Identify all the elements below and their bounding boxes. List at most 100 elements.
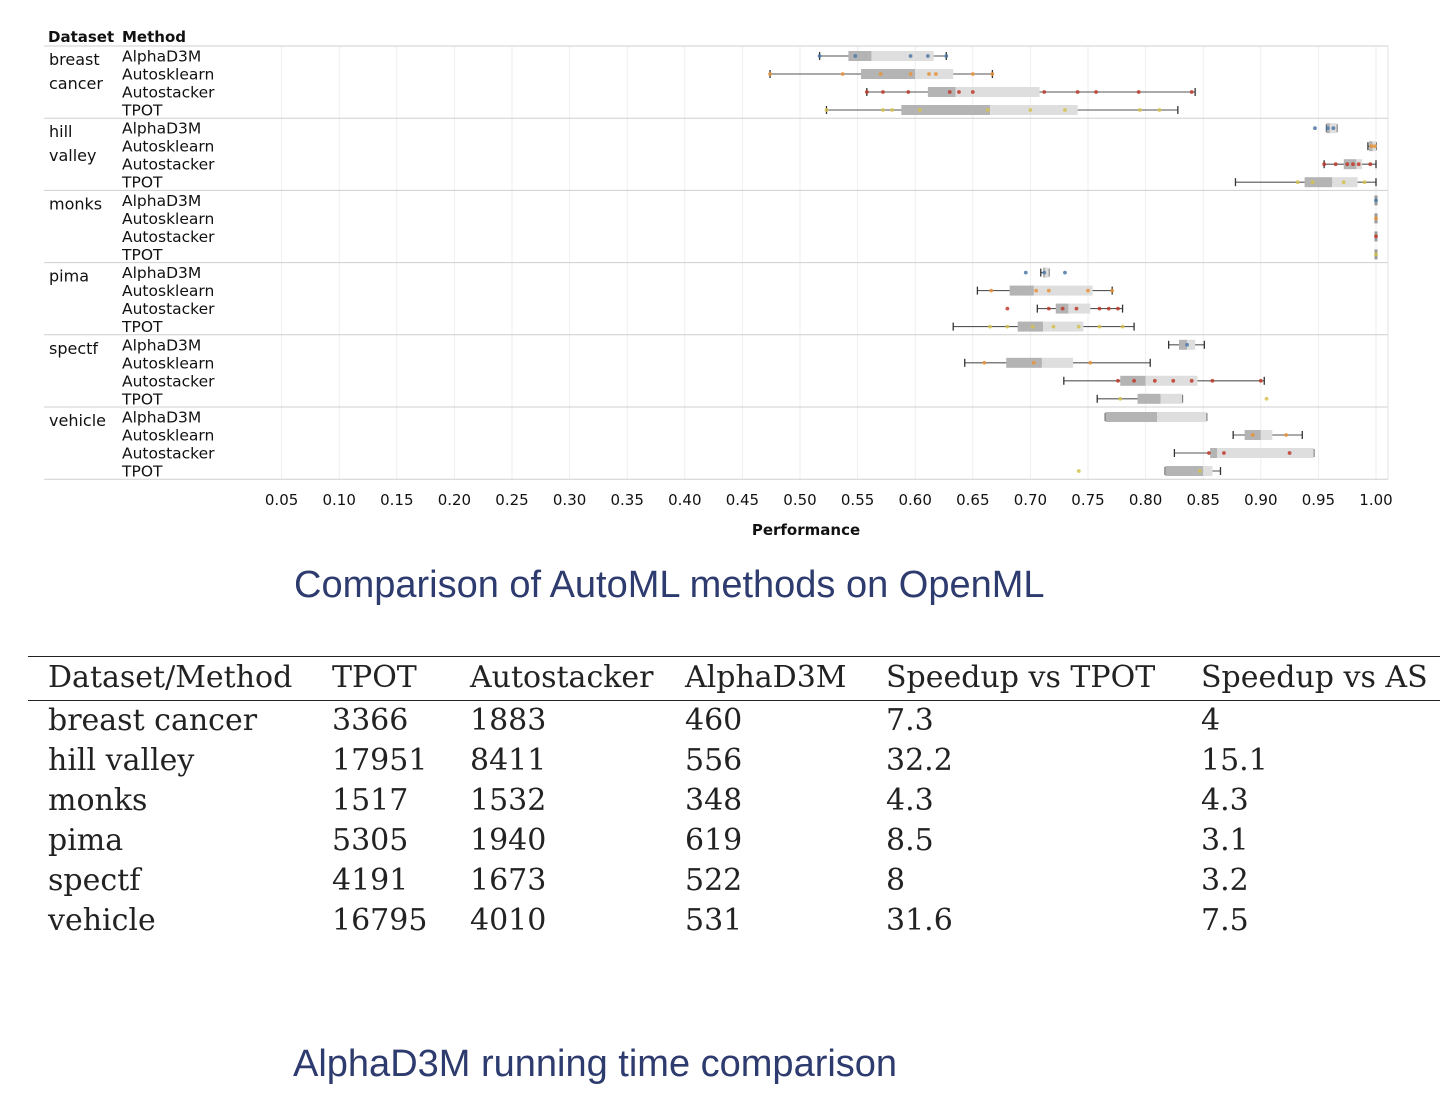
method-label: TPOT xyxy=(121,246,163,264)
table-cell: 3.2 xyxy=(1201,863,1249,898)
table-row: hill valley 17951 8411 556 32.2 15.1 xyxy=(28,741,1440,781)
method-label: Autosklearn xyxy=(122,427,214,445)
method-label: AlphaD3M xyxy=(122,336,201,354)
table-header: Dataset/Method TPOT Autostacker AlphaD3M… xyxy=(28,656,1440,701)
data-point xyxy=(1322,162,1327,167)
data-point xyxy=(881,108,885,112)
data-point xyxy=(1295,180,1300,185)
x-axis-label: Performance xyxy=(752,521,860,539)
box-lower xyxy=(1210,448,1218,458)
data-point xyxy=(864,90,869,94)
data-point xyxy=(1094,90,1098,94)
data-point xyxy=(1197,469,1202,473)
box-upper xyxy=(990,105,1078,115)
data-point xyxy=(1031,360,1036,365)
header-method: Method xyxy=(122,28,186,46)
data-point xyxy=(957,90,961,94)
data-point xyxy=(1374,198,1378,203)
data-point xyxy=(927,72,931,76)
data-point xyxy=(1137,108,1142,112)
data-point xyxy=(1046,288,1051,293)
box-upper xyxy=(1203,466,1213,476)
data-point xyxy=(1368,162,1373,167)
data-point xyxy=(944,54,949,58)
data-point xyxy=(1287,451,1292,455)
data-point xyxy=(1051,324,1056,329)
data-point xyxy=(1034,288,1039,293)
table-cell: 1673 xyxy=(470,863,547,898)
data-point xyxy=(1060,306,1065,311)
data-point xyxy=(1341,180,1346,185)
table-cell: 531 xyxy=(685,903,743,938)
header-cell: Speedup vs AS xyxy=(1201,660,1428,695)
table-cell: 4191 xyxy=(332,863,409,898)
method-label: Autostacker xyxy=(122,300,215,318)
x-tick-label: 0.25 xyxy=(495,491,528,509)
table-cell: 1940 xyxy=(470,823,547,858)
method-label: Autostacker xyxy=(122,156,215,174)
data-point xyxy=(970,90,975,94)
data-point xyxy=(1075,90,1080,94)
data-point xyxy=(1118,396,1123,401)
x-tick-label: 0.05 xyxy=(265,491,298,509)
data-point xyxy=(1333,162,1338,167)
data-point xyxy=(1028,108,1033,112)
box-lower xyxy=(901,105,991,115)
method-label: TPOT xyxy=(121,390,163,408)
data-point xyxy=(1351,162,1355,167)
header-cell: TPOT xyxy=(332,660,417,695)
box-upper xyxy=(1068,303,1091,314)
data-point xyxy=(982,360,987,365)
data-point xyxy=(1189,378,1194,383)
x-axis: 0.05 0.10 0.15 0.20 0.25 0.30 0.35 0.40 0.45 0.50… xyxy=(265,491,1393,509)
data-point xyxy=(908,54,913,58)
x-tick-label: 0.35 xyxy=(610,491,643,509)
dataset-label: breast xyxy=(49,50,100,69)
data-point xyxy=(906,90,911,94)
x-tick-label: 0.10 xyxy=(322,491,355,509)
dataset-label: hill xyxy=(49,122,72,141)
data-point xyxy=(1222,451,1226,455)
method-label: Autosklearn xyxy=(122,210,214,228)
method-label: Autostacker xyxy=(122,372,215,390)
data-point xyxy=(853,54,858,58)
data-point xyxy=(1088,360,1093,365)
data-point xyxy=(1076,324,1081,329)
box-lower xyxy=(1006,357,1042,368)
table-cell: 31.6 xyxy=(886,903,953,938)
box-lower xyxy=(1017,321,1044,332)
data-point xyxy=(1310,180,1315,185)
box-upper xyxy=(1160,393,1183,404)
box-lower xyxy=(861,69,916,79)
dataset-label: valley xyxy=(49,146,96,165)
data-point xyxy=(925,54,930,58)
x-tick-label: 0.60 xyxy=(898,491,931,509)
data-point xyxy=(1116,306,1120,311)
chart-caption: Comparison of AutoML methods on OpenML xyxy=(294,564,1045,606)
runtime-table: Dataset/Method TPOT Autostacker AlphaD3M… xyxy=(28,656,1440,941)
data-point xyxy=(1207,451,1211,455)
box-upper xyxy=(1157,412,1207,422)
table-cell: spectf xyxy=(48,863,141,898)
table-cell: 348 xyxy=(685,783,743,818)
box-upper xyxy=(1260,430,1273,440)
table-cell: 556 xyxy=(685,743,743,778)
table-cell: 8.5 xyxy=(886,823,934,858)
data-point xyxy=(878,72,883,76)
table-cell: 4 xyxy=(1201,703,1221,738)
table-cell: 4.3 xyxy=(1201,783,1249,818)
header-cell: Autostacker xyxy=(470,660,654,695)
data-point xyxy=(1374,216,1378,221)
method-label: Autostacker xyxy=(122,84,215,102)
data-point xyxy=(840,72,845,76)
x-tick-label: 0.45 xyxy=(726,491,759,509)
dataset-groups: breastcancerAlphaD3MAutosklearnAutostack… xyxy=(44,45,1389,481)
box-upper xyxy=(871,51,934,61)
method-label: Autosklearn xyxy=(122,354,214,372)
data-point xyxy=(1374,234,1378,239)
method-label: Autosklearn xyxy=(122,66,214,84)
table-cell: breast cancer xyxy=(48,703,258,738)
data-point xyxy=(1369,144,1374,149)
data-point xyxy=(947,90,952,94)
data-point xyxy=(1313,126,1317,131)
